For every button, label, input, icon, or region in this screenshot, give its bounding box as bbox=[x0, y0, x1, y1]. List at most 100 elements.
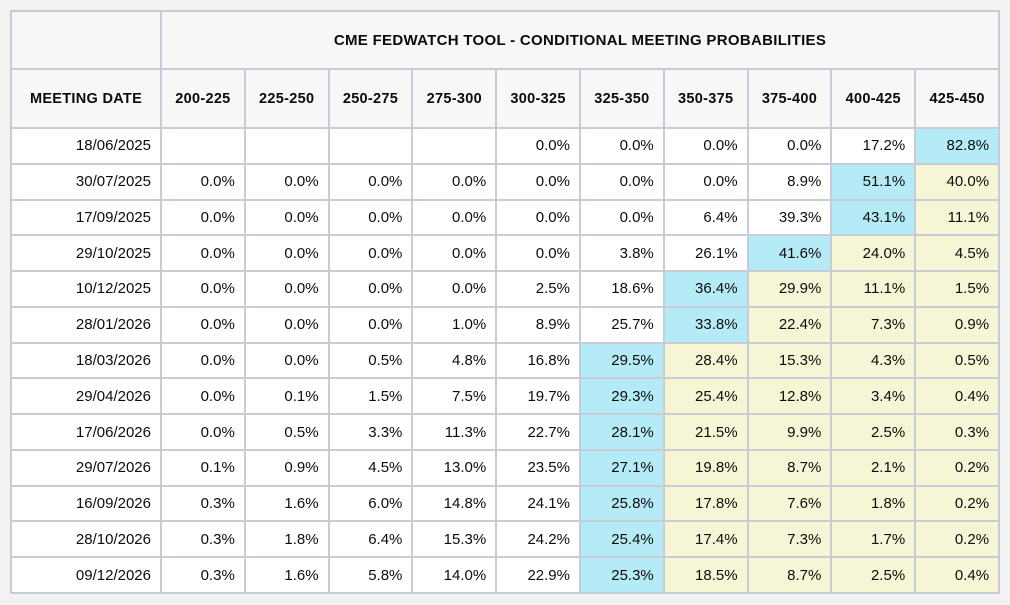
table-row: 29/07/2026 0.1% 0.9% 4.5% 13.0% 23.5% 27.1% 19.… bbox=[10, 448, 1001, 487]
prob-cell bbox=[243, 127, 330, 165]
prob-cell: 24.0% bbox=[830, 234, 917, 273]
prob-cell: 1.7% bbox=[830, 520, 917, 559]
prob-cell: 22.4% bbox=[746, 305, 833, 344]
prob-cell: 24.2% bbox=[495, 520, 581, 559]
prob-cell: 0.0% bbox=[327, 270, 414, 308]
prob-cell: 6.0% bbox=[327, 484, 414, 523]
meeting-date-cell: 18/03/2026 bbox=[10, 341, 162, 380]
prob-cell: 16.8% bbox=[495, 341, 581, 380]
table-row: 28/10/2026 0.3% 1.8% 6.4% 15.3% 24.2% 25.4% 17.… bbox=[10, 520, 1001, 559]
table-row: 17/09/2025 0.0% 0.0% 0.0% 0.0% 0.0% 0.0% 6.4% 39… bbox=[10, 198, 1001, 237]
prob-cell bbox=[327, 127, 414, 165]
prob-cell: 4.3% bbox=[830, 341, 917, 380]
prob-cell: 1.5% bbox=[914, 270, 1001, 308]
prob-cell: 8.7% bbox=[746, 556, 833, 594]
header-row: MEETING DATE 200-225 225-250 250-275 275-300… bbox=[10, 68, 1001, 129]
prob-cell: 0.1% bbox=[243, 377, 330, 416]
prob-cell: 6.4% bbox=[327, 520, 414, 559]
prob-cell: 0.0% bbox=[160, 413, 246, 451]
table-title: CME FEDWATCH TOOL - CONDITIONAL MEETING … bbox=[159, 10, 1001, 70]
prob-cell-modal: 51.1% bbox=[830, 162, 917, 201]
prob-cell: 1.6% bbox=[243, 484, 330, 523]
prob-cell: 0.0% bbox=[495, 234, 581, 273]
table-row: 10/12/2025 0.0% 0.0% 0.0% 0.0% 2.5% 18.6% 36.4%… bbox=[10, 270, 1001, 308]
rate-bin-column-header: 425-450 bbox=[914, 68, 1001, 129]
prob-cell: 2.5% bbox=[830, 556, 917, 594]
table-row: 29/10/2025 0.0% 0.0% 0.0% 0.0% 0.0% 3.8% 26.1% 4… bbox=[10, 234, 1001, 273]
prob-cell: 0.9% bbox=[914, 305, 1001, 344]
prob-cell: 0.5% bbox=[914, 341, 1001, 380]
prob-cell: 0.0% bbox=[578, 127, 665, 165]
meeting-date-cell: 10/12/2025 bbox=[10, 270, 162, 308]
prob-cell: 0.0% bbox=[411, 270, 498, 308]
prob-cell: 6.4% bbox=[662, 198, 749, 237]
prob-cell: 0.0% bbox=[327, 162, 414, 201]
rate-bin-column-header: 350-375 bbox=[662, 68, 749, 129]
rate-bin-column-header: 275-300 bbox=[411, 68, 498, 129]
prob-cell: 17.4% bbox=[662, 520, 749, 559]
rate-bin-column-header: 375-400 bbox=[746, 68, 833, 129]
prob-cell: 0.0% bbox=[160, 341, 246, 380]
prob-cell: 2.5% bbox=[495, 270, 581, 308]
prob-cell: 29.9% bbox=[746, 270, 833, 308]
prob-cell: 8.9% bbox=[746, 162, 833, 201]
meeting-date-cell: 30/07/2025 bbox=[10, 162, 162, 201]
meeting-date-cell: 09/12/2026 bbox=[10, 556, 162, 594]
meeting-date-cell: 18/06/2025 bbox=[10, 127, 162, 165]
table-row: 28/01/2026 0.0% 0.0% 0.0% 1.0% 8.9% 25.7% 33.8%… bbox=[10, 305, 1001, 344]
prob-cell bbox=[160, 127, 246, 165]
prob-cell: 14.8% bbox=[411, 484, 498, 523]
prob-cell-modal: 25.4% bbox=[578, 520, 665, 559]
meeting-date-cell: 29/10/2025 bbox=[10, 234, 162, 273]
prob-cell-modal: 25.3% bbox=[578, 556, 665, 594]
prob-cell: 0.0% bbox=[243, 198, 330, 237]
meeting-date-cell: 17/06/2026 bbox=[10, 413, 162, 451]
prob-cell-modal: 29.5% bbox=[578, 341, 665, 380]
prob-cell: 0.0% bbox=[327, 305, 414, 344]
prob-cell: 12.8% bbox=[746, 377, 833, 416]
prob-cell: 11.1% bbox=[830, 270, 917, 308]
prob-cell: 40.0% bbox=[914, 162, 1001, 201]
prob-cell: 0.2% bbox=[914, 448, 1001, 487]
table-row: 30/07/2025 0.0% 0.0% 0.0% 0.0% 0.0% 0.0% 0.0% 8.… bbox=[10, 162, 1001, 201]
meeting-date-cell: 28/01/2026 bbox=[10, 305, 162, 344]
prob-cell-modal: 27.1% bbox=[578, 448, 665, 487]
prob-cell: 0.2% bbox=[914, 484, 1001, 523]
prob-cell: 15.3% bbox=[411, 520, 498, 559]
prob-cell: 11.3% bbox=[411, 413, 498, 451]
rate-bin-column-header: 400-425 bbox=[830, 68, 917, 129]
prob-cell: 7.6% bbox=[746, 484, 833, 523]
prob-cell: 17.2% bbox=[830, 127, 917, 165]
prob-cell: 19.8% bbox=[662, 448, 749, 487]
prob-cell: 21.5% bbox=[662, 413, 749, 451]
prob-cell: 0.3% bbox=[160, 556, 246, 594]
table-row: 18/03/2026 0.0% 0.0% 0.5% 4.8% 16.8% 29.5% 28.4… bbox=[10, 341, 1001, 380]
rate-bin-column-header: 325-350 bbox=[578, 68, 665, 129]
prob-cell: 3.8% bbox=[578, 234, 665, 273]
prob-cell: 3.4% bbox=[830, 377, 917, 416]
prob-cell: 4.8% bbox=[411, 341, 498, 380]
corner-empty-cell bbox=[10, 10, 162, 70]
prob-cell: 13.0% bbox=[411, 448, 498, 487]
rate-bin-column-header: 300-325 bbox=[495, 68, 581, 129]
prob-cell: 0.0% bbox=[578, 198, 665, 237]
table-row: 09/12/2026 0.3% 1.6% 5.8% 14.0% 22.9% 25.3% 18.… bbox=[10, 556, 1001, 594]
meeting-date-cell: 29/04/2026 bbox=[10, 377, 162, 416]
fedwatch-probabilities-table: CME FEDWATCH TOOL - CONDITIONAL MEETING … bbox=[10, 10, 1001, 594]
prob-cell: 4.5% bbox=[914, 234, 1001, 273]
prob-cell: 14.0% bbox=[411, 556, 498, 594]
prob-cell: 0.0% bbox=[495, 127, 581, 165]
prob-cell: 7.5% bbox=[411, 377, 498, 416]
prob-cell: 0.0% bbox=[411, 198, 498, 237]
prob-cell: 22.7% bbox=[495, 413, 581, 451]
prob-cell: 1.5% bbox=[327, 377, 414, 416]
prob-cell: 0.0% bbox=[495, 162, 581, 201]
table-row: 16/09/2026 0.3% 1.6% 6.0% 14.8% 24.1% 25.8% 17.… bbox=[10, 484, 1001, 523]
prob-cell: 39.3% bbox=[746, 198, 833, 237]
prob-cell: 0.9% bbox=[243, 448, 330, 487]
prob-cell: 7.3% bbox=[746, 520, 833, 559]
title-row: CME FEDWATCH TOOL - CONDITIONAL MEETING … bbox=[10, 10, 1001, 70]
prob-cell-modal: 33.8% bbox=[662, 305, 749, 344]
meeting-date-cell: 16/09/2026 bbox=[10, 484, 162, 523]
rate-bin-column-header: 200-225 bbox=[160, 68, 246, 129]
